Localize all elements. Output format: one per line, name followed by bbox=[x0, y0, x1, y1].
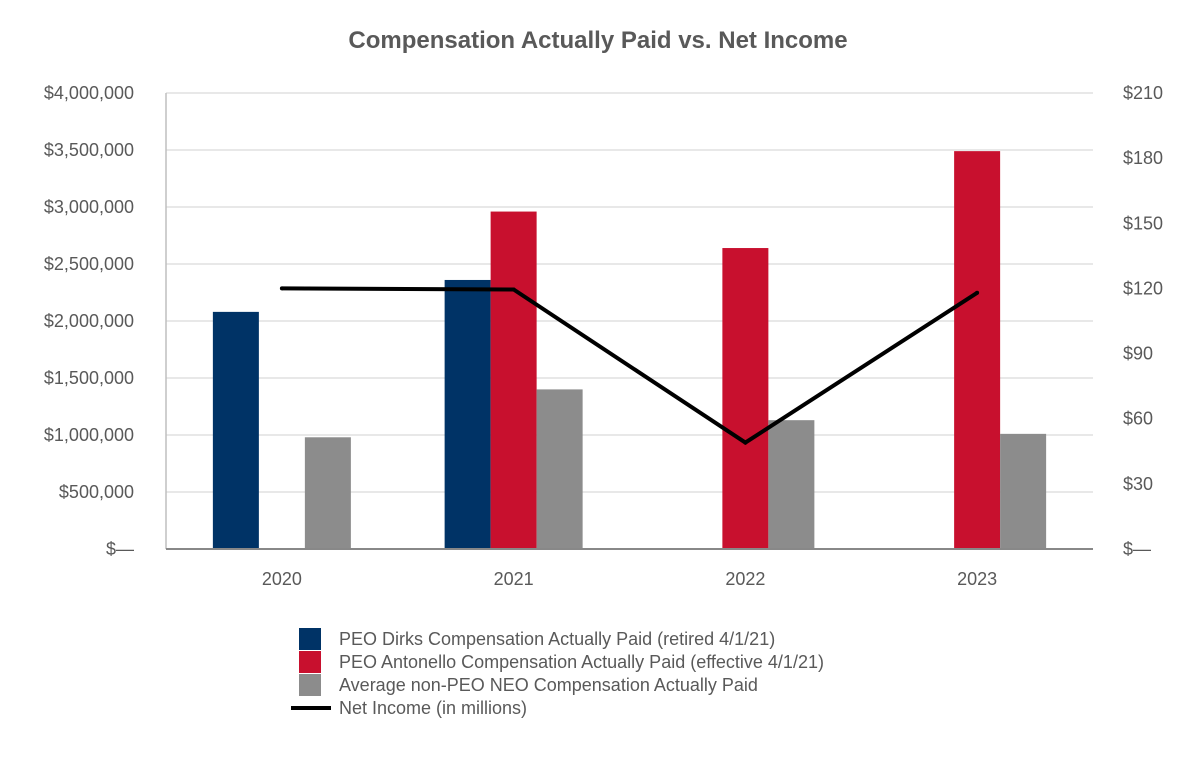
bar-2021-antonello bbox=[490, 211, 537, 549]
legend-label: PEO Antonello Compensation Actually Paid… bbox=[339, 652, 824, 672]
y-right-tick-label: $150 bbox=[1123, 213, 1163, 233]
legend-label: Net Income (in millions) bbox=[339, 698, 527, 718]
bar-2022-antonello bbox=[722, 248, 769, 550]
legend-swatch bbox=[299, 628, 321, 650]
bar-2023-neo-average bbox=[1000, 433, 1047, 549]
net-income-line bbox=[281, 286, 979, 445]
net-income-point-2023 bbox=[975, 290, 980, 295]
y-right-tick-label: $210 bbox=[1123, 83, 1163, 103]
legend: PEO Dirks Compensation Actually Paid (re… bbox=[291, 628, 824, 718]
net-income-point-2020 bbox=[279, 286, 284, 291]
x-tick-label: 2022 bbox=[725, 569, 765, 589]
legend-label: Average non-PEO NEO Compensation Actuall… bbox=[339, 675, 758, 695]
legend-swatch bbox=[299, 651, 321, 673]
x-tick-label: 2021 bbox=[494, 569, 534, 589]
bar-2020-dirks bbox=[212, 311, 259, 549]
legend-label: PEO Dirks Compensation Actually Paid (re… bbox=[339, 629, 775, 649]
y-right-tick-label: $— bbox=[1123, 539, 1151, 559]
y-left-tick-label: $2,000,000 bbox=[44, 311, 134, 331]
y-right-tick-label: $120 bbox=[1123, 278, 1163, 298]
bar-2020-neo-average bbox=[304, 437, 351, 549]
legend-swatch bbox=[299, 674, 321, 696]
x-tick-label: 2020 bbox=[262, 569, 302, 589]
bar-2022-neo-average bbox=[768, 420, 815, 549]
x-tick-label: 2023 bbox=[957, 569, 997, 589]
bars bbox=[212, 151, 1047, 550]
y-right-tick-label: $30 bbox=[1123, 474, 1153, 494]
y-left-tick-label: $2,500,000 bbox=[44, 254, 134, 274]
y-left-tick-label: $4,000,000 bbox=[44, 83, 134, 103]
y-left-tick-label: $1,000,000 bbox=[44, 425, 134, 445]
y-left-tick-label: $500,000 bbox=[59, 482, 134, 502]
y-left-tick-label: $1,500,000 bbox=[44, 368, 134, 388]
bar-2023-antonello bbox=[954, 151, 1001, 549]
net-income-line-group bbox=[279, 286, 980, 445]
gridlines bbox=[166, 92, 1093, 493]
axes: $— $500,000 $1,000,000 $1,500,000 $2,000,000… bbox=[44, 83, 1163, 589]
y-left-tick-label: $3,500,000 bbox=[44, 140, 134, 160]
chart-title: Compensation Actually Paid vs. Net Incom… bbox=[348, 27, 847, 54]
net-income-point-2022 bbox=[743, 440, 748, 445]
y-left-tick-label: $3,000,000 bbox=[44, 197, 134, 217]
net-income-point-2021 bbox=[511, 287, 516, 292]
bar-2021-neo-average bbox=[536, 389, 583, 549]
bar-2021-dirks bbox=[444, 279, 491, 549]
y-left-tick-label: $— bbox=[106, 539, 134, 559]
y-right-tick-label: $90 bbox=[1123, 344, 1153, 364]
y-right-tick-label: $60 bbox=[1123, 409, 1153, 429]
y-right-tick-label: $180 bbox=[1123, 148, 1163, 168]
